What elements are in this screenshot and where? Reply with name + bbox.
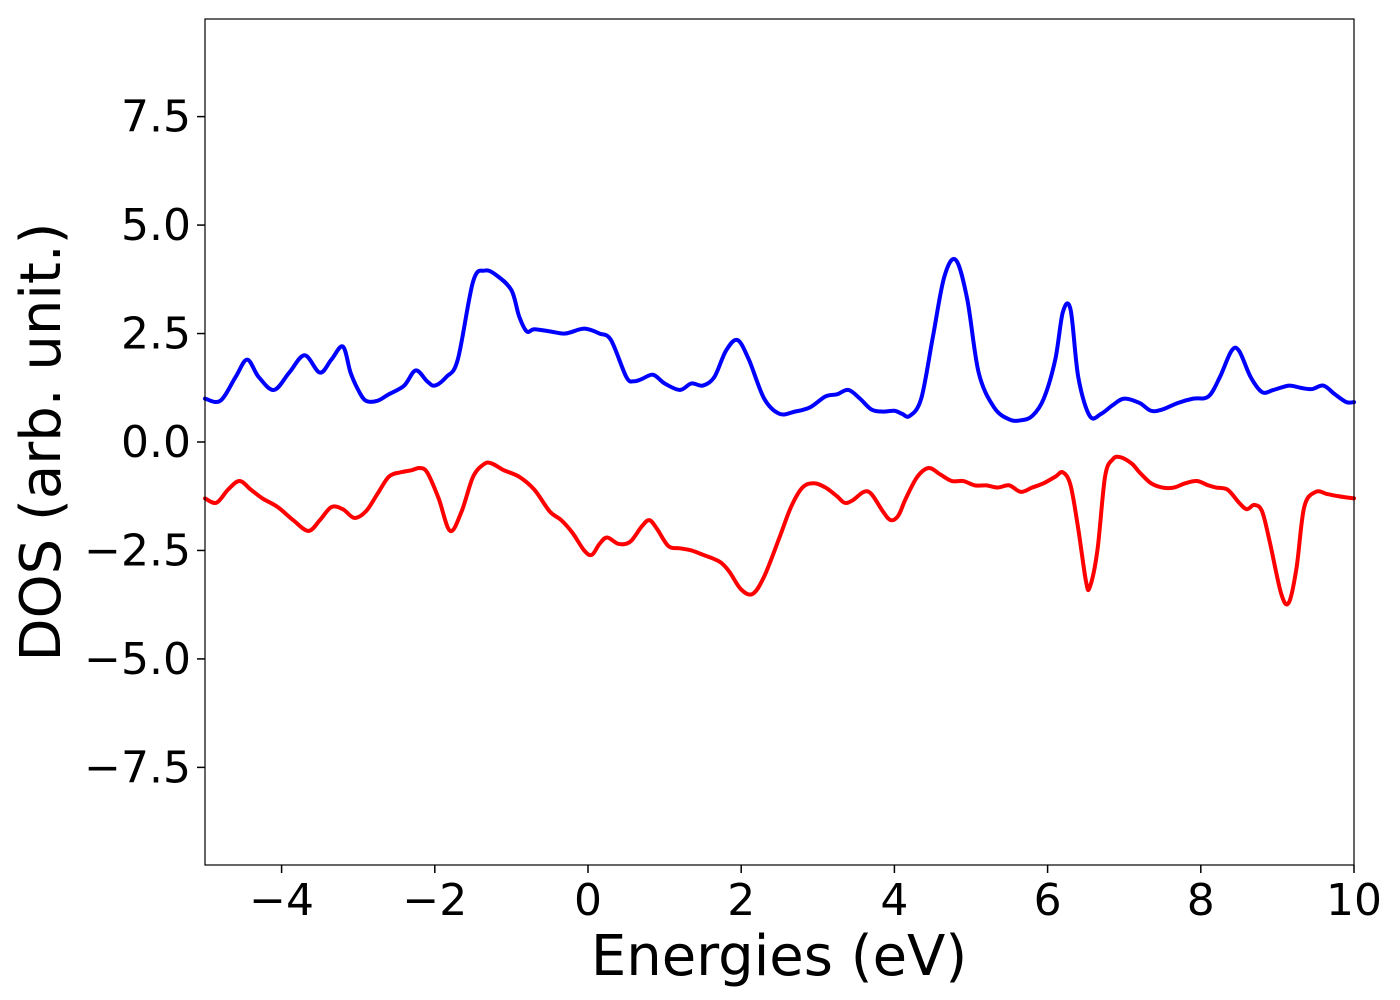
y-axis-label: DOS (arb. unit.)	[9, 222, 74, 661]
x-tick-label: −2	[402, 875, 467, 926]
series-line-2	[203, 454, 1356, 607]
x-tick-label: 2	[727, 875, 755, 926]
series-line-1	[203, 256, 1356, 423]
y-tick-label: 5.0	[121, 200, 191, 251]
x-tick-label: 10	[1326, 875, 1382, 926]
x-tick-label: 6	[1034, 875, 1062, 926]
x-tick-label: 0	[574, 875, 602, 926]
y-tick-label: −2.5	[84, 525, 191, 576]
y-axis: −7.5 −5.0 −2.5 0.0 2.5 5.0 7.5	[84, 92, 205, 793]
x-axis-label: Energies (eV)	[591, 924, 967, 989]
x-tick-label: −4	[249, 875, 314, 926]
y-tick-label: 0.0	[121, 417, 191, 468]
y-tick-label: 2.5	[121, 309, 191, 360]
y-tick-label: −5.0	[84, 634, 191, 685]
y-tick-label: 7.5	[121, 92, 191, 143]
x-axis: −4 −2 0 2 4 6 8 10	[249, 865, 1382, 926]
y-tick-label: −7.5	[84, 742, 191, 793]
x-tick-label: 8	[1187, 875, 1215, 926]
series-layer	[203, 256, 1356, 607]
x-tick-label: 4	[880, 875, 908, 926]
